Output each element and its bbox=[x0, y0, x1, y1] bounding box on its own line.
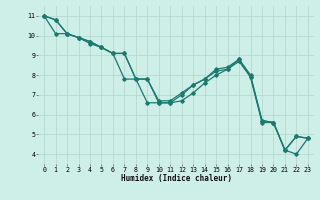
X-axis label: Humidex (Indice chaleur): Humidex (Indice chaleur) bbox=[121, 174, 231, 183]
